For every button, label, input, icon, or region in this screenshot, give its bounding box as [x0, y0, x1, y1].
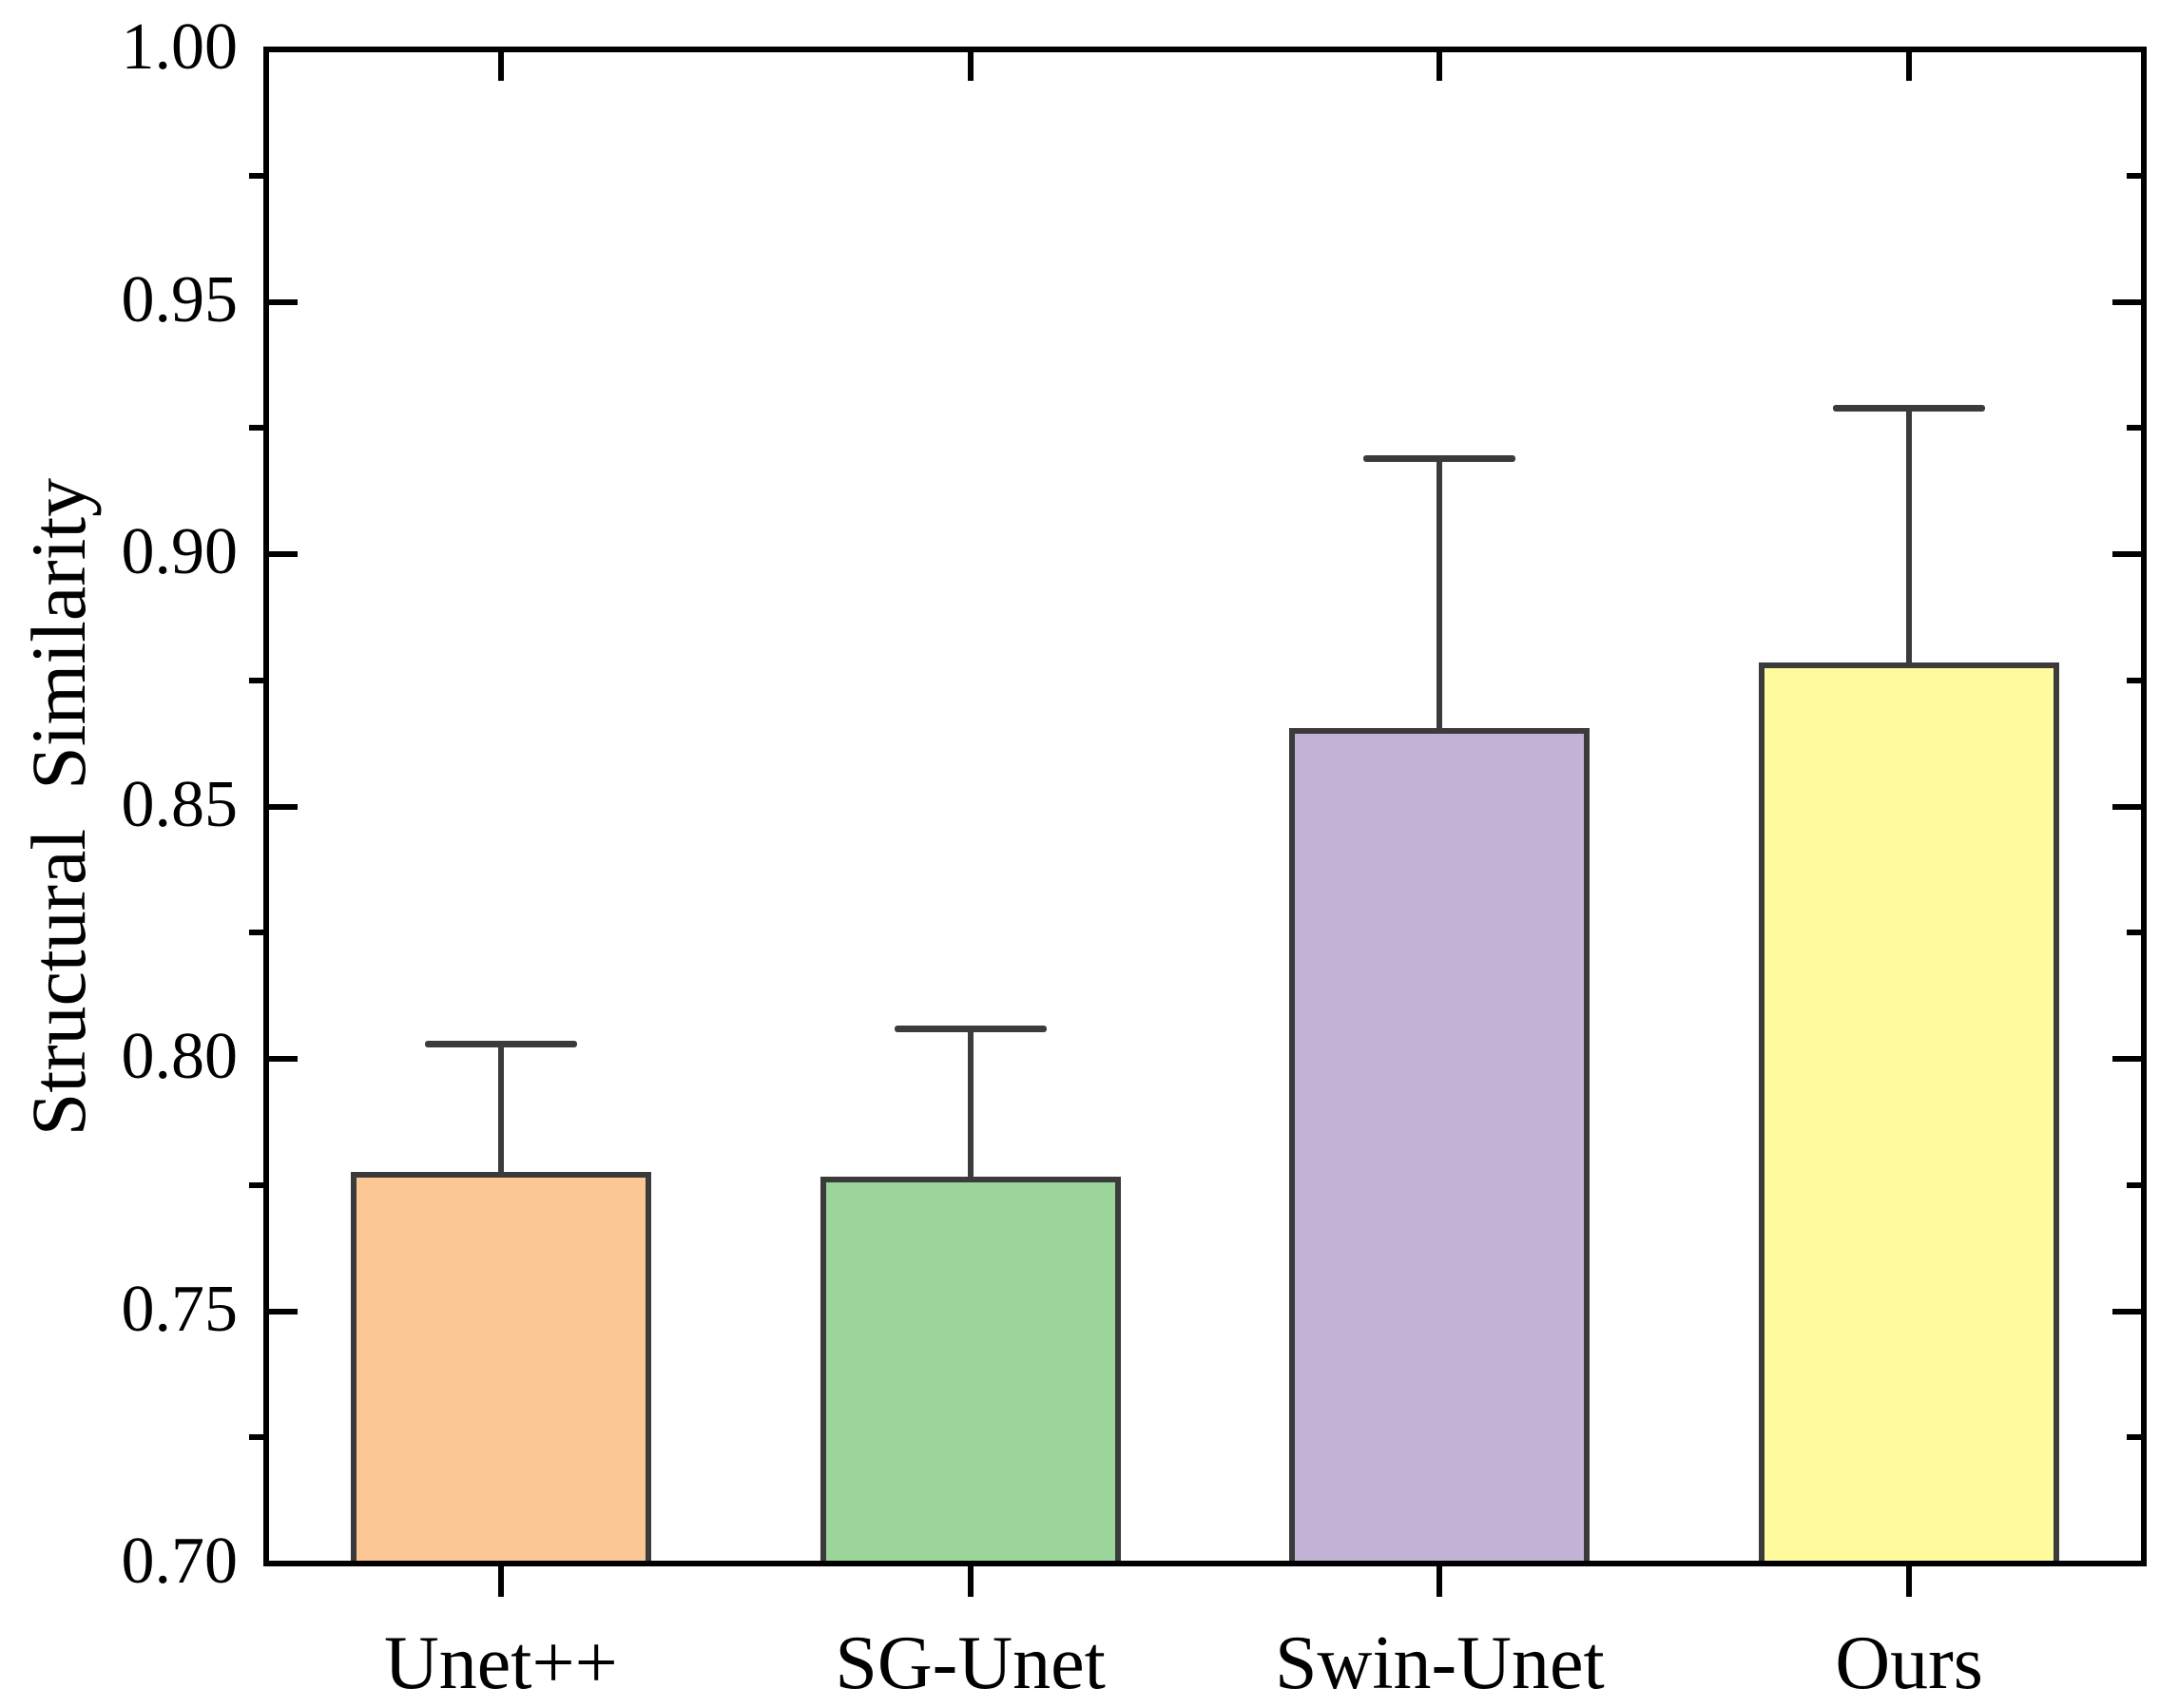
y-minor-tick-left	[249, 930, 263, 936]
x-category-label: Swin-Unet	[1275, 1622, 1605, 1705]
y-tick-label: 0.75	[121, 1272, 239, 1346]
y-major-tick-right	[2112, 1561, 2141, 1566]
y-minor-tick-left	[249, 172, 263, 179]
y-minor-tick-left	[249, 425, 263, 432]
x-category-label: Unet++	[384, 1622, 618, 1705]
x-category-label: Ours	[1835, 1622, 1983, 1705]
y-major-tick-right	[2112, 298, 2141, 305]
y-tick-label: 0.80	[121, 1020, 239, 1093]
error-bar-line	[497, 1044, 504, 1178]
y-major-tick-left	[269, 47, 298, 52]
y-major-tick-right	[2112, 1056, 2141, 1062]
bar	[1289, 727, 1591, 1566]
x-tick-bottom	[1437, 1566, 1443, 1597]
y-minor-tick-left	[249, 1181, 263, 1188]
error-bar-cap	[1833, 404, 1986, 412]
y-minor-tick-right	[2127, 172, 2141, 179]
y-minor-tick-right	[2127, 930, 2141, 936]
y-minor-tick-right	[2127, 1434, 2141, 1441]
plot-frame	[263, 47, 2147, 1566]
x-tick-top	[1906, 52, 1913, 81]
y-minor-tick-left	[249, 677, 263, 683]
y-major-tick-left	[269, 1056, 298, 1062]
y-major-tick-left	[269, 1561, 298, 1566]
y-major-tick-right	[2112, 803, 2141, 810]
x-tick-top	[497, 52, 504, 81]
error-bar-line	[1437, 458, 1443, 733]
y-major-tick-right	[2112, 551, 2141, 557]
x-category-label: SG-Unet	[835, 1622, 1106, 1705]
x-tick-bottom	[497, 1566, 504, 1597]
y-major-tick-left	[269, 1308, 298, 1315]
error-bar-cap	[424, 1040, 577, 1047]
y-tick-label: 1.00	[121, 10, 239, 84]
y-major-tick-left	[269, 803, 298, 810]
y-major-tick-left	[269, 298, 298, 305]
y-tick-label: 0.85	[121, 767, 239, 841]
x-tick-bottom	[1906, 1566, 1913, 1597]
error-bar-cap	[894, 1025, 1047, 1032]
y-major-tick-left	[269, 551, 298, 557]
y-minor-tick-right	[2127, 425, 2141, 432]
bar	[350, 1172, 651, 1566]
y-minor-tick-left	[249, 1434, 263, 1441]
error-bar-line	[967, 1028, 974, 1182]
error-bar-cap	[1363, 454, 1516, 462]
x-tick-top	[967, 52, 974, 81]
x-tick-top	[1437, 52, 1443, 81]
y-major-tick-right	[2112, 47, 2141, 52]
y-minor-tick-right	[2127, 677, 2141, 683]
y-tick-label: 0.70	[121, 1525, 239, 1598]
bar	[820, 1177, 1121, 1566]
y-tick-label: 0.95	[121, 262, 239, 336]
error-bar-line	[1906, 408, 1913, 667]
y-tick-label: 0.90	[121, 515, 239, 588]
bar	[1759, 662, 2060, 1566]
y-minor-tick-right	[2127, 1181, 2141, 1188]
y-major-tick-right	[2112, 1308, 2141, 1315]
x-tick-bottom	[967, 1566, 974, 1597]
